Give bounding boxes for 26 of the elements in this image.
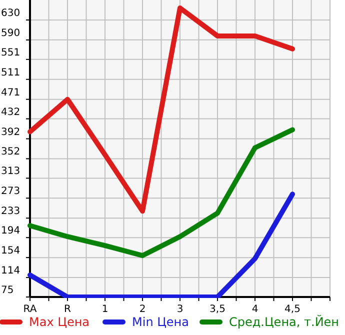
legend-label: Min Цена bbox=[132, 315, 190, 329]
legend-label: Сред.Цена, т.Йен bbox=[229, 314, 340, 329]
x-tick-label: 3,5 bbox=[210, 304, 226, 315]
x-tick-label: 2 bbox=[139, 304, 146, 315]
y-tick-label: 511 bbox=[1, 67, 20, 78]
x-tick-label: R bbox=[64, 304, 72, 315]
y-tick-label: 551 bbox=[1, 47, 20, 58]
y-tick-label: 194 bbox=[1, 226, 20, 237]
y-tick-label: 114 bbox=[1, 266, 20, 277]
y-tick-label: 313 bbox=[1, 166, 20, 178]
y-tick-label: 432 bbox=[1, 106, 20, 118]
x-tick-label: 4,5 bbox=[284, 304, 300, 315]
y-tick-label: 233 bbox=[1, 206, 20, 218]
y-tick-label: 471 bbox=[1, 87, 20, 98]
x-tick-label: RA bbox=[23, 304, 37, 315]
x-tick-label: 3 bbox=[176, 304, 184, 315]
legend-label: Max Цена bbox=[29, 315, 90, 329]
y-tick-label: 273 bbox=[1, 186, 20, 198]
y-tick-label: 154 bbox=[1, 246, 20, 257]
y-tick-label: 392 bbox=[1, 126, 20, 138]
y-tick-label: 352 bbox=[1, 146, 20, 158]
y-tick-label: 630 bbox=[1, 8, 20, 19]
y-tick-label: 75 bbox=[1, 285, 14, 296]
x-tick-label: 1 bbox=[102, 304, 108, 315]
y-tick-label: 590 bbox=[1, 28, 20, 39]
x-tick-label: 4 bbox=[252, 304, 258, 315]
